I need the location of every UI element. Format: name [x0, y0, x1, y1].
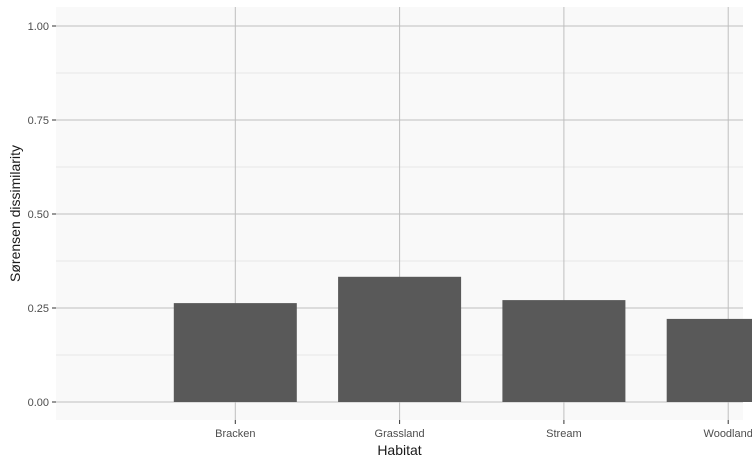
y-tick-label: 0.75: [28, 115, 49, 127]
x-tick-label: Grassland: [375, 428, 425, 440]
bar-woodland: [666, 318, 752, 402]
x-axis-ticks: Bracken Grassland Stream Woodland: [215, 420, 752, 440]
x-tick-label: Stream: [546, 428, 581, 440]
x-tick-label: Bracken: [215, 428, 255, 440]
y-tick-label: 0.00: [28, 397, 49, 409]
y-axis-ticks: 0.00 0.25 0.50 0.75 1.00: [28, 21, 56, 409]
bar-stream: [502, 300, 626, 402]
x-tick-label: Woodland: [704, 428, 752, 440]
y-axis-title: Sørensen dissimilarity: [7, 145, 23, 282]
y-tick-label: 0.25: [28, 303, 49, 315]
y-tick-label: 0.50: [28, 209, 49, 221]
bars: [173, 276, 752, 402]
x-axis-title: Habitat: [377, 442, 421, 458]
bar-grassland: [338, 276, 462, 402]
bar-bracken: [173, 303, 297, 402]
y-tick-label: 1.00: [28, 21, 49, 33]
